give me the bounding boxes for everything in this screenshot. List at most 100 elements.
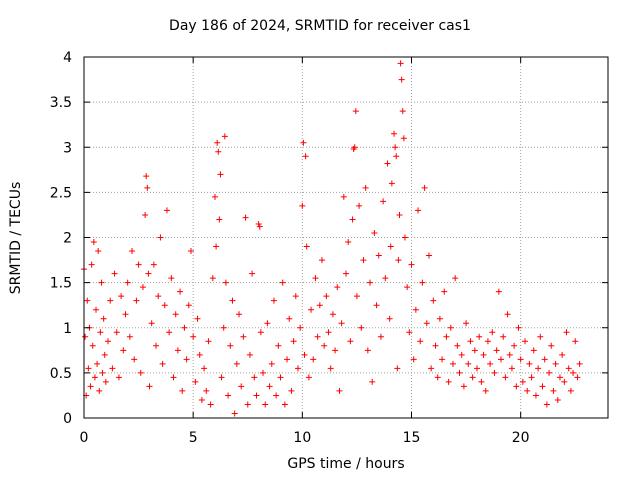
data-point bbox=[281, 401, 288, 408]
data-point bbox=[550, 387, 557, 394]
x-tick-label: 15 bbox=[403, 430, 421, 446]
data-point bbox=[179, 387, 186, 394]
data-point bbox=[554, 396, 561, 403]
data-point bbox=[561, 378, 568, 385]
data-point bbox=[183, 356, 190, 363]
data-point bbox=[139, 284, 146, 291]
data-point bbox=[491, 369, 498, 376]
data-point bbox=[144, 184, 151, 191]
data-point bbox=[565, 365, 572, 372]
data-point bbox=[131, 356, 138, 363]
data-point bbox=[126, 333, 133, 340]
data-point bbox=[145, 270, 152, 277]
data-point bbox=[96, 387, 103, 394]
data-point bbox=[124, 279, 131, 286]
data-point bbox=[559, 351, 566, 358]
data-point bbox=[537, 333, 544, 340]
data-point bbox=[375, 252, 382, 259]
y-tick-label: 2.5 bbox=[50, 185, 72, 201]
data-point bbox=[277, 374, 284, 381]
data-point bbox=[528, 374, 535, 381]
data-point bbox=[430, 297, 437, 304]
data-point bbox=[262, 401, 269, 408]
data-point bbox=[148, 320, 155, 327]
data-point bbox=[471, 347, 478, 354]
data-point bbox=[153, 342, 160, 349]
data-point bbox=[362, 184, 369, 191]
data-point bbox=[432, 342, 439, 349]
data-point bbox=[314, 333, 321, 340]
data-point bbox=[205, 338, 212, 345]
data-point bbox=[185, 302, 192, 309]
x-tick-label: 20 bbox=[512, 430, 530, 446]
data-point bbox=[113, 329, 120, 336]
data-point bbox=[163, 207, 170, 214]
data-point bbox=[297, 324, 304, 331]
data-point bbox=[94, 360, 101, 367]
data-point bbox=[353, 293, 360, 300]
data-point bbox=[369, 378, 376, 385]
data-point bbox=[150, 261, 157, 268]
data-point bbox=[384, 160, 391, 167]
data-point bbox=[334, 284, 341, 291]
data-point bbox=[401, 234, 408, 241]
data-point bbox=[329, 311, 336, 318]
data-point bbox=[463, 320, 470, 327]
data-point bbox=[489, 329, 496, 336]
data-point bbox=[284, 356, 291, 363]
data-point bbox=[85, 365, 92, 372]
data-point bbox=[135, 261, 142, 268]
data-point bbox=[312, 275, 319, 282]
data-point bbox=[84, 297, 91, 304]
data-point bbox=[90, 239, 97, 246]
data-point bbox=[517, 356, 524, 363]
data-point bbox=[356, 202, 363, 209]
data-point bbox=[386, 315, 393, 322]
data-points bbox=[81, 60, 583, 417]
data-point bbox=[221, 133, 228, 140]
data-point bbox=[441, 288, 448, 295]
data-point bbox=[229, 297, 236, 304]
data-point bbox=[447, 324, 454, 331]
data-point bbox=[294, 365, 301, 372]
data-point bbox=[338, 320, 345, 327]
data-point bbox=[201, 365, 208, 372]
data-point bbox=[264, 320, 271, 327]
data-point bbox=[478, 378, 485, 385]
data-point bbox=[95, 248, 102, 255]
data-point bbox=[318, 257, 325, 264]
data-point bbox=[425, 252, 432, 259]
data-point bbox=[484, 338, 491, 345]
data-point bbox=[190, 333, 197, 340]
data-point bbox=[576, 360, 583, 367]
y-tick-label: 0 bbox=[63, 411, 72, 427]
data-point bbox=[498, 356, 505, 363]
data-point bbox=[415, 207, 422, 214]
data-point bbox=[305, 374, 312, 381]
data-point bbox=[100, 315, 107, 322]
data-point bbox=[300, 139, 307, 146]
data-point bbox=[244, 401, 251, 408]
data-point bbox=[476, 333, 483, 340]
data-point bbox=[508, 365, 515, 372]
data-point bbox=[519, 378, 526, 385]
data-point bbox=[115, 374, 122, 381]
data-point bbox=[404, 284, 411, 291]
data-point bbox=[109, 365, 116, 372]
data-point bbox=[166, 329, 173, 336]
data-point bbox=[480, 351, 487, 358]
data-point bbox=[421, 184, 428, 191]
data-point bbox=[423, 320, 430, 327]
data-point bbox=[120, 347, 127, 354]
data-point bbox=[172, 311, 179, 318]
data-point bbox=[286, 315, 293, 322]
data-point bbox=[493, 347, 500, 354]
data-point bbox=[249, 270, 256, 277]
data-point bbox=[303, 243, 310, 250]
data-point bbox=[397, 60, 404, 67]
data-point bbox=[194, 315, 201, 322]
data-point bbox=[570, 369, 577, 376]
data-point bbox=[552, 360, 559, 367]
data-point bbox=[399, 108, 406, 115]
data-point bbox=[97, 329, 104, 336]
